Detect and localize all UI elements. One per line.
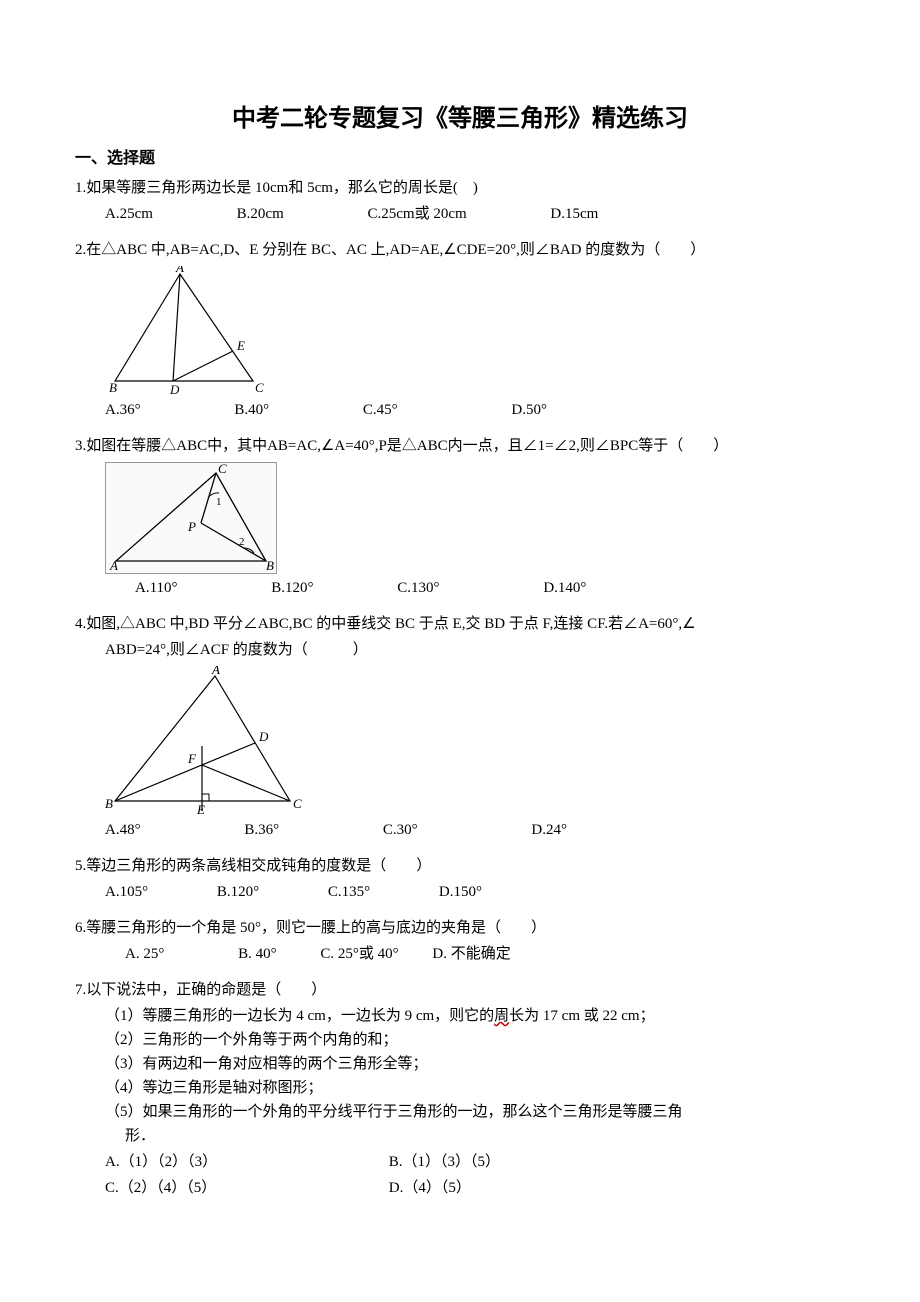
q3-options: A.110° B.120° C.130° D.140° — [75, 576, 845, 600]
q6-c: C. 25°或 40° — [320, 942, 398, 966]
q4-c: C.30° — [383, 818, 418, 842]
svg-text:C: C — [293, 796, 302, 811]
q6-b: B. 40° — [238, 942, 277, 966]
q7-d: D.（4）（5） — [389, 1176, 471, 1200]
q1-c: C.25cm或 20cm — [368, 202, 467, 226]
q7-s2: （2）三角形的一个外角等于两个内角的和； — [75, 1028, 845, 1052]
q4-a: A.48° — [105, 818, 141, 842]
q7-s3: （3）有两边和一角对应相等的两个三角形全等； — [75, 1052, 845, 1076]
q6-options: A. 25° B. 40° C. 25°或 40° D. 不能确定 — [75, 942, 845, 966]
svg-text:C: C — [218, 462, 227, 476]
q7-a: A.（1）（2）（3） — [105, 1150, 385, 1174]
q7-b: B.（1）（3）（5） — [389, 1150, 500, 1174]
q7-s1: （1）等腰三角形的一边长为 4 cm，一边长为 9 cm，则它的周长为 17 c… — [75, 1004, 845, 1028]
svg-text:A: A — [175, 266, 184, 275]
q1-text: 1.如果等腰三角形两边长是 10cm和 5cm，那么它的周长是( ) — [75, 176, 845, 200]
q4-figure: A B C D E F — [105, 666, 305, 816]
q5-a: A.105° — [105, 880, 148, 904]
q3-text: 3.如图在等腰△ABC中，其中AB=AC,∠A=40°,P是△ABC内一点，且∠… — [75, 434, 845, 458]
q5-c: C.135° — [328, 880, 370, 904]
q4-text2: ABD=24°,则∠ACF 的度数为（ ） — [75, 638, 845, 662]
q7-s4: （4）等边三角形是轴对称图形； — [75, 1076, 845, 1100]
q2-text: 2.在△ABC 中,AB=AC,D、E 分别在 BC、AC 上,AD=AE,∠C… — [75, 238, 845, 262]
question-2: 2.在△ABC 中,AB=AC,D、E 分别在 BC、AC 上,AD=AE,∠C… — [75, 238, 845, 422]
q5-d: D.150° — [439, 880, 482, 904]
svg-text:E: E — [236, 338, 245, 353]
svg-text:A: A — [211, 666, 220, 677]
q7-options-row1: A.（1）（2）（3） B.（1）（3）（5） — [75, 1150, 845, 1174]
q2-figure: A B D C E — [105, 266, 265, 396]
svg-text:C: C — [255, 380, 264, 395]
svg-text:D: D — [169, 382, 180, 396]
q4-text1: 4.如图,△ABC 中,BD 平分∠ABC,BC 的中垂线交 BC 于点 E,交… — [75, 612, 845, 636]
q2-b: B.40° — [234, 398, 269, 422]
svg-text:E: E — [196, 802, 205, 816]
svg-text:B: B — [109, 380, 117, 395]
q6-a: A. 25° — [125, 942, 164, 966]
q7-options-row2: C.（2）（4）（5） D.（4）（5） — [75, 1176, 845, 1200]
q4-options: A.48° B.36° C.30° D.24° — [75, 818, 845, 842]
q7-s5: （5）如果三角形的一个外角的平分线平行于三角形的一边，那么这个三角形是等腰三角 — [75, 1100, 845, 1124]
q7-s1a: （1）等腰三角形的一边长为 4 cm，一边长为 9 cm，则它的 — [105, 1008, 494, 1024]
q5-options: A.105° B.120° C.135° D.150° — [75, 880, 845, 904]
question-4: 4.如图,△ABC 中,BD 平分∠ABC,BC 的中垂线交 BC 于点 E,交… — [75, 612, 845, 842]
svg-text:1: 1 — [216, 496, 222, 508]
q5-b: B.120° — [217, 880, 259, 904]
q7-text: 7.以下说法中，正确的命题是（ ） — [75, 978, 845, 1002]
question-3: 3.如图在等腰△ABC中，其中AB=AC,∠A=40°,P是△ABC内一点，且∠… — [75, 434, 845, 600]
q6-text: 6.等腰三角形的一个角是 50°，则它一腰上的高与底边的夹角是（ ） — [75, 916, 845, 940]
question-1: 1.如果等腰三角形两边长是 10cm和 5cm，那么它的周长是( ) A.25c… — [75, 176, 845, 226]
q1-a: A.25cm — [105, 202, 153, 226]
svg-text:D: D — [258, 729, 269, 744]
svg-text:A: A — [109, 558, 118, 573]
q7-s1c: 长为 17 cm 或 22 cm； — [509, 1008, 654, 1024]
q3-figure: A B C P 1 2 — [105, 462, 277, 574]
q7-s1b-wavy: 周 — [494, 1008, 509, 1024]
svg-text:2: 2 — [239, 536, 245, 548]
svg-text:P: P — [187, 519, 196, 534]
q6-d: D. 不能确定 — [432, 942, 510, 966]
q7-s5b: 形． — [75, 1124, 845, 1148]
question-7: 7.以下说法中，正确的命题是（ ） （1）等腰三角形的一边长为 4 cm，一边长… — [75, 978, 845, 1200]
section-heading: 一、选择题 — [75, 146, 845, 172]
q2-d: D.50° — [511, 398, 547, 422]
q3-b: B.120° — [271, 576, 313, 600]
q4-d: D.24° — [531, 818, 567, 842]
q7-c: C.（2）（4）（5） — [105, 1176, 385, 1200]
svg-text:B: B — [105, 796, 113, 811]
svg-text:B: B — [266, 558, 274, 573]
q2-c: C.45° — [363, 398, 398, 422]
svg-text:F: F — [187, 751, 197, 766]
q3-a: A.110° — [135, 576, 178, 600]
q5-text: 5.等边三角形的两条高线相交成钝角的度数是（ ） — [75, 854, 845, 878]
page-title: 中考二轮专题复习《等腰三角形》精选练习 — [75, 100, 845, 138]
q3-d: D.140° — [543, 576, 586, 600]
q4-b: B.36° — [244, 818, 279, 842]
question-5: 5.等边三角形的两条高线相交成钝角的度数是（ ） A.105° B.120° C… — [75, 854, 845, 904]
q2-a: A.36° — [105, 398, 141, 422]
q1-d: D.15cm — [550, 202, 598, 226]
q3-c: C.130° — [397, 576, 439, 600]
question-6: 6.等腰三角形的一个角是 50°，则它一腰上的高与底边的夹角是（ ） A. 25… — [75, 916, 845, 966]
q1-options: A.25cm B.20cm C.25cm或 20cm D.15cm — [75, 202, 845, 226]
q2-options: A.36° B.40° C.45° D.50° — [75, 398, 845, 422]
q1-b: B.20cm — [237, 202, 284, 226]
